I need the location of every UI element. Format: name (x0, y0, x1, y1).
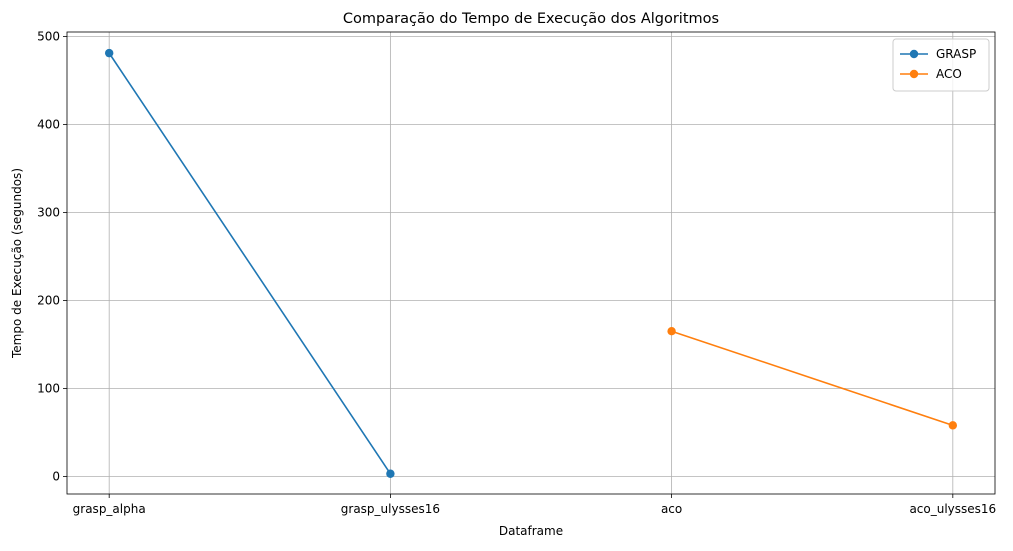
legend-marker-aco (909, 69, 919, 79)
y-axis-label: Tempo de Execução (segundos) (10, 168, 24, 359)
y-tick-label: 0 (52, 469, 60, 483)
y-tick-label: 100 (37, 381, 60, 395)
y-tick-label: 400 (37, 117, 60, 131)
x-axis-ticks: grasp_alpha grasp_ulysses16 aco aco_ulysses… (73, 494, 996, 516)
y-tick-label: 200 (37, 293, 60, 307)
x-tick-label: aco (661, 502, 682, 516)
y-tick-label: 500 (37, 29, 60, 43)
chart-title: Comparação do Tempo de Execução dos Algo… (343, 11, 719, 27)
data-point-grasp (104, 48, 114, 58)
plot-frame (66, 31, 996, 495)
x-tick-label: aco_ulysses16 (909, 502, 996, 516)
legend-label-grasp: GRASP (936, 47, 976, 61)
legend-marker-grasp (909, 49, 919, 59)
y-axis-ticks: 0 100 200 300 400 500 (37, 29, 67, 483)
series-layer (104, 48, 958, 478)
x-axis-label: Dataframe (499, 524, 563, 538)
series-line-grasp (108, 52, 392, 475)
data-point-aco (948, 421, 958, 430)
series-line-aco (671, 330, 954, 427)
legend-items: GRASP ACO (900, 47, 976, 81)
legend: GRASP ACO (892, 38, 990, 92)
grid (67, 32, 995, 494)
data-point-grasp (386, 469, 395, 478)
x-tick-label: grasp_ulysses16 (341, 502, 440, 516)
y-tick-label: 300 (37, 205, 60, 219)
legend-label-aco: ACO (936, 67, 962, 81)
x-tick-label: grasp_alpha (73, 502, 146, 516)
data-point-aco (667, 327, 676, 336)
